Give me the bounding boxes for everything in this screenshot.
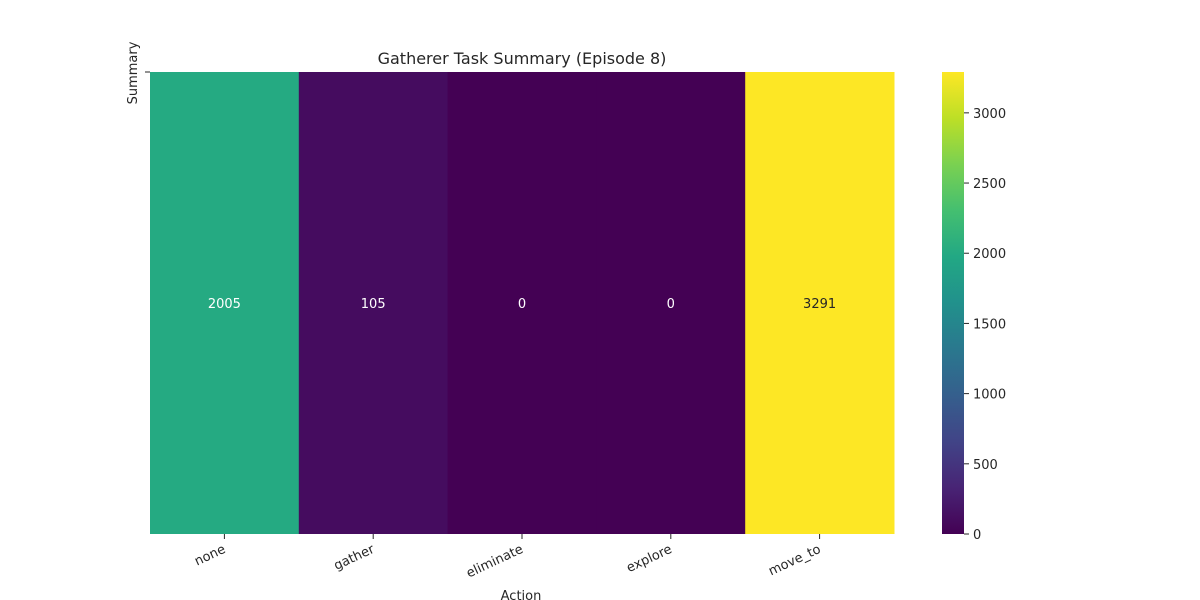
x-tick-label: eliminate [464, 542, 525, 581]
colorbar-tick-label: 1000 [973, 388, 1006, 403]
y-axis: Summary [126, 41, 150, 104]
colorbar: 0 500 1000 1500 2000 2500 3000 [942, 72, 1006, 543]
cell-value-label: 3291 [803, 297, 836, 312]
cell-value-label: 0 [518, 297, 526, 312]
cell-value-label: 2005 [208, 297, 241, 312]
colorbar-tick-label: 2500 [973, 177, 1006, 192]
x-axis-label: Action [501, 589, 542, 600]
heatmap-cell [150, 72, 300, 534]
cell-value-label: 0 [667, 297, 675, 312]
x-tick-label: none [192, 542, 228, 569]
heatmap-cell [745, 72, 895, 534]
colorbar-tick-label: 2000 [973, 247, 1006, 262]
x-tick-label: explore [624, 542, 674, 576]
heatmap-cells: 2005 105 0 0 3291 [150, 72, 895, 534]
y-axis-label: Summary [126, 41, 141, 104]
x-axis-ticks: none gather eliminate explore move_to [192, 534, 823, 581]
colorbar-tick-label: 3000 [973, 107, 1006, 122]
heatmap-cell [298, 72, 449, 534]
cell-value-label: 105 [361, 297, 386, 312]
colorbar-ticks: 0 500 1000 1500 2000 2500 3000 [964, 107, 1006, 543]
heatmap-cell [447, 72, 597, 534]
colorbar-tick-label: 0 [973, 528, 981, 543]
x-tick-label: gather [332, 542, 378, 574]
colorbar-tick-label: 1500 [973, 317, 1006, 332]
x-tick-label: move_to [766, 542, 823, 579]
heatmap-cell [596, 72, 746, 534]
chart-title: Gatherer Task Summary (Episode 8) [378, 49, 667, 68]
colorbar-tick-label: 500 [973, 458, 998, 473]
colorbar-gradient [942, 72, 964, 534]
